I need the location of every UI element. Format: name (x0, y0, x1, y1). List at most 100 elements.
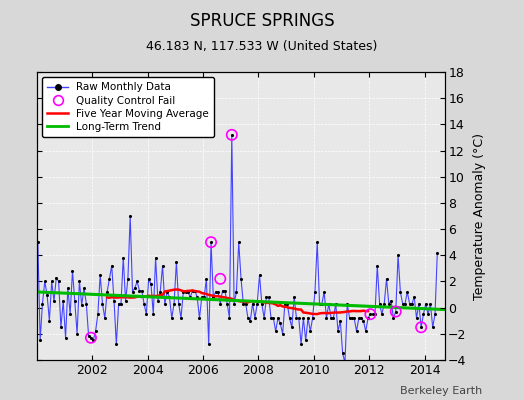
Point (350, 315, 358, 321)
Point (383, 276, 391, 282)
Point (255, 272, 264, 278)
Point (274, 315, 282, 321)
Point (309, 315, 317, 321)
Point (286, 315, 294, 321)
Point (391, 308, 400, 315)
Point (429, 324, 437, 330)
Point (239, 300, 247, 307)
Point (267, 315, 275, 321)
Point (389, 315, 398, 321)
Point (61, 334, 70, 341)
Point (419, 311, 428, 317)
Point (332, 300, 340, 307)
Point (172, 259, 181, 265)
Point (366, 311, 375, 317)
Point (288, 324, 296, 330)
Point (417, 324, 425, 330)
Point (191, 288, 199, 294)
Point (311, 289, 319, 295)
Point (198, 294, 206, 300)
Point (195, 315, 204, 321)
Point (128, 289, 137, 295)
Point (96, 272, 104, 278)
Point (36, 337, 45, 344)
Point (375, 300, 384, 307)
Point (212, 289, 220, 295)
Point (242, 300, 250, 307)
Point (237, 276, 245, 282)
Point (391, 308, 400, 315)
Point (87, 334, 95, 341)
Point (271, 328, 280, 334)
Point (193, 294, 201, 300)
Legend: Raw Monthly Data, Quality Control Fail, Five Year Moving Average, Long-Term Tren: Raw Monthly Data, Quality Control Fail, … (42, 77, 214, 137)
Point (408, 300, 416, 307)
Point (75, 278, 84, 285)
Point (313, 239, 321, 245)
Point (99, 300, 107, 307)
Point (412, 315, 421, 321)
Point (362, 328, 370, 334)
Point (52, 274, 60, 281)
Point (297, 341, 305, 348)
Point (202, 276, 211, 282)
Point (45, 318, 53, 324)
Point (373, 262, 381, 269)
Point (154, 298, 162, 304)
Point (433, 250, 442, 256)
Point (318, 300, 326, 307)
Point (168, 315, 176, 321)
Point (329, 315, 337, 321)
Point (276, 320, 285, 326)
Point (82, 300, 91, 307)
Point (135, 288, 144, 294)
Point (414, 300, 423, 307)
Point (43, 291, 51, 298)
Point (398, 300, 407, 307)
Point (151, 255, 160, 261)
Point (304, 315, 312, 321)
Point (179, 289, 188, 295)
Point (117, 300, 125, 307)
Point (341, 360, 349, 366)
Point (209, 294, 217, 300)
Point (322, 315, 331, 321)
Point (260, 315, 268, 321)
Point (147, 281, 155, 287)
Y-axis label: Temperature Anomaly (°C): Temperature Anomaly (°C) (474, 132, 486, 300)
Text: Berkeley Earth: Berkeley Earth (400, 386, 482, 396)
Point (107, 262, 116, 269)
Point (87, 334, 95, 341)
Point (387, 298, 395, 304)
Point (357, 315, 365, 321)
Point (40, 278, 49, 285)
Point (204, 341, 213, 348)
Point (352, 328, 361, 334)
Point (66, 311, 74, 317)
Point (54, 278, 63, 285)
Point (368, 311, 377, 317)
Point (232, 289, 241, 295)
Point (89, 337, 97, 344)
Point (219, 288, 227, 294)
Point (142, 311, 150, 317)
Point (320, 289, 329, 295)
Point (371, 311, 379, 317)
Point (48, 278, 56, 285)
Point (230, 300, 238, 307)
Point (262, 294, 270, 300)
Point (73, 331, 81, 337)
Point (91, 328, 100, 334)
Point (380, 300, 388, 307)
Point (207, 239, 215, 245)
Point (57, 324, 65, 330)
Point (50, 298, 58, 304)
Point (110, 298, 118, 304)
Point (355, 315, 363, 321)
Point (186, 294, 194, 300)
Point (188, 288, 196, 294)
Point (235, 239, 243, 245)
Point (227, 132, 236, 138)
Point (366, 311, 375, 317)
Point (101, 315, 109, 321)
